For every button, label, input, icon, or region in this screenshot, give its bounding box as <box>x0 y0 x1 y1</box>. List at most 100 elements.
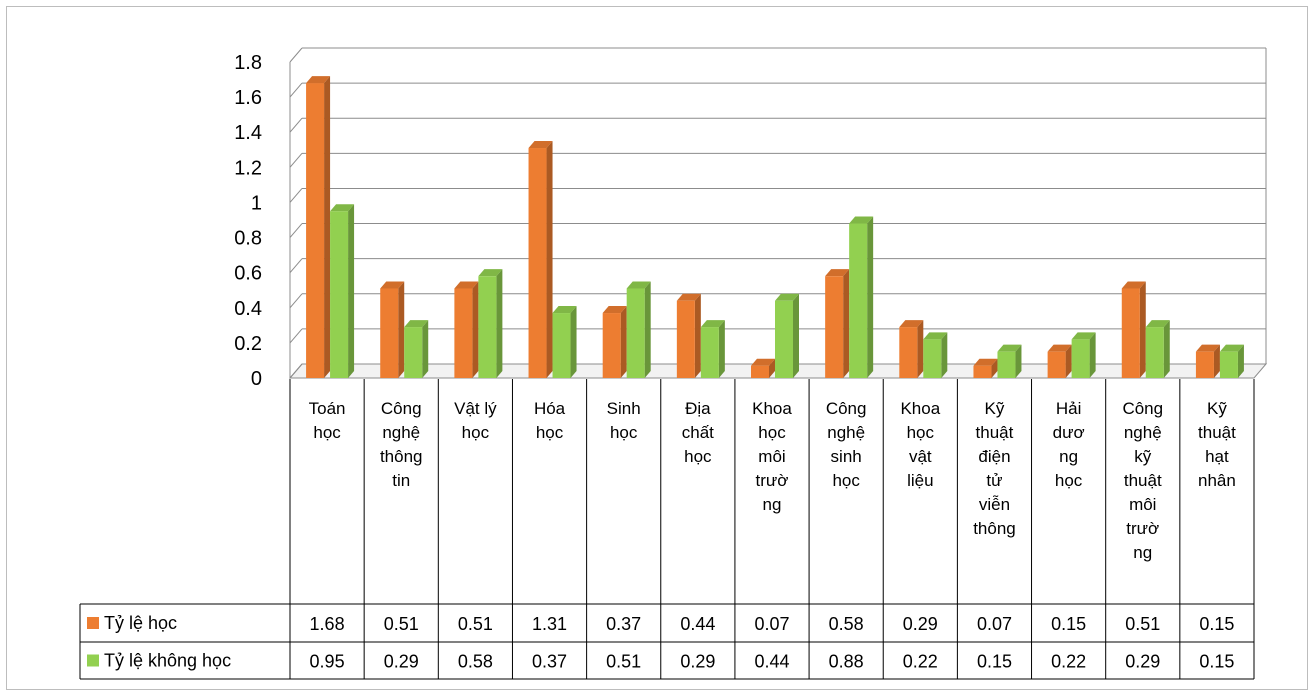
bar-front <box>1071 339 1090 378</box>
bar-front <box>1195 351 1214 378</box>
bar-top <box>849 216 874 224</box>
bar <box>751 358 775 378</box>
bar-side <box>867 216 874 378</box>
bar-side <box>1213 344 1220 378</box>
bar-side <box>398 281 405 378</box>
bar-front <box>775 300 793 378</box>
bar <box>1145 320 1170 378</box>
y-tick-label: 0.6 <box>234 263 262 285</box>
bar-side <box>472 281 479 378</box>
bar <box>306 76 331 379</box>
category-label: Toán học <box>309 399 346 442</box>
gridline-side <box>289 363 303 379</box>
bar-top <box>626 281 651 289</box>
bar <box>849 216 874 378</box>
y-tick-label: 0 <box>251 368 262 390</box>
data-label: 0.29 <box>903 614 938 634</box>
category-label: Kỹ thuật điện tử viễn thông <box>973 399 1016 538</box>
bar-side <box>1065 344 1072 378</box>
data-label: 0.51 <box>1125 614 1160 634</box>
bar-front <box>454 288 473 378</box>
bar-front <box>528 148 547 378</box>
bar-top <box>825 269 850 277</box>
y-axis: 0 0.2 0.4 0.6 0.8 1 1.2 1.4 1.6 1.8 <box>234 52 262 390</box>
bar-side <box>718 320 725 378</box>
bar-front <box>973 365 992 378</box>
gridline-side <box>289 293 303 309</box>
bar <box>1219 344 1244 378</box>
bar-side <box>620 306 627 378</box>
bar-front <box>404 327 423 378</box>
bar <box>700 320 725 378</box>
bar-side <box>422 320 429 378</box>
bar-side <box>1089 332 1096 378</box>
category-label: Hóa học <box>534 399 566 442</box>
data-label: 0.29 <box>1125 652 1160 672</box>
bar-side <box>324 76 331 379</box>
bar-front <box>626 288 645 378</box>
data-label: 0.95 <box>310 652 345 672</box>
data-label: 0.51 <box>606 652 641 672</box>
bar-front <box>700 327 719 378</box>
data-label: 0.29 <box>384 652 419 672</box>
gridline-side <box>289 188 303 203</box>
legend-key <box>87 617 99 629</box>
bar <box>478 269 503 378</box>
bar-top <box>1195 344 1220 352</box>
bar-side <box>1237 344 1244 378</box>
data-label: 0.15 <box>977 652 1012 672</box>
bar <box>997 344 1022 378</box>
bar <box>1071 332 1096 378</box>
bar <box>404 320 429 378</box>
bar-side <box>694 293 701 378</box>
bar-top <box>1219 344 1244 352</box>
bar-side <box>917 320 924 378</box>
data-label: 0.07 <box>754 614 789 634</box>
category-label: Sinh học <box>607 399 641 442</box>
bar-side <box>843 269 850 378</box>
bar-front <box>1047 351 1066 378</box>
bar <box>602 306 627 378</box>
bars <box>306 76 1244 379</box>
bar-front <box>849 223 868 378</box>
y-tick-label: 1.6 <box>234 87 262 109</box>
y-tick-label: 0.4 <box>234 298 262 320</box>
bar-side <box>1139 281 1146 378</box>
bar-front <box>923 339 942 378</box>
data-label: 0.58 <box>458 652 493 672</box>
bar-front <box>306 83 325 379</box>
bar <box>899 320 924 378</box>
bar <box>552 306 577 378</box>
bar <box>1195 344 1220 378</box>
bar-top <box>478 269 503 277</box>
bar-front <box>380 288 399 378</box>
data-label: 0.51 <box>458 614 493 634</box>
data-label: 0.15 <box>1199 614 1234 634</box>
gridline-side <box>289 153 303 168</box>
category-label: Kỹ thuật hạt nhân <box>1198 399 1236 490</box>
bar-front <box>676 300 695 378</box>
bar <box>528 141 553 378</box>
bar-top <box>404 320 429 328</box>
bar-side <box>1015 344 1022 378</box>
bar <box>676 293 701 378</box>
bar-front <box>825 276 844 378</box>
bar-side <box>644 281 651 378</box>
bar-side <box>769 358 775 378</box>
gridline-side <box>289 82 303 98</box>
data-table: Toán học Công nghệ thông tin Vật lý học Hóa học Si… <box>79 379 1255 680</box>
bar-front <box>330 211 349 378</box>
bar-top <box>454 281 479 289</box>
data-label: 0.44 <box>754 652 789 672</box>
legend-key <box>87 654 99 667</box>
category-label: Khoa học môi trườ ng <box>752 399 792 514</box>
legend-label: Tỷ lệ học <box>104 613 177 633</box>
gridline-side <box>289 47 303 63</box>
bar-side <box>496 269 503 378</box>
data-label: 0.51 <box>384 614 419 634</box>
y-tick-label: 0.2 <box>234 333 262 355</box>
data-label: 0.07 <box>977 614 1012 634</box>
bar-top <box>1047 344 1072 352</box>
bar-top <box>306 76 331 84</box>
legend-label: Tỷ lệ không học <box>104 651 231 671</box>
